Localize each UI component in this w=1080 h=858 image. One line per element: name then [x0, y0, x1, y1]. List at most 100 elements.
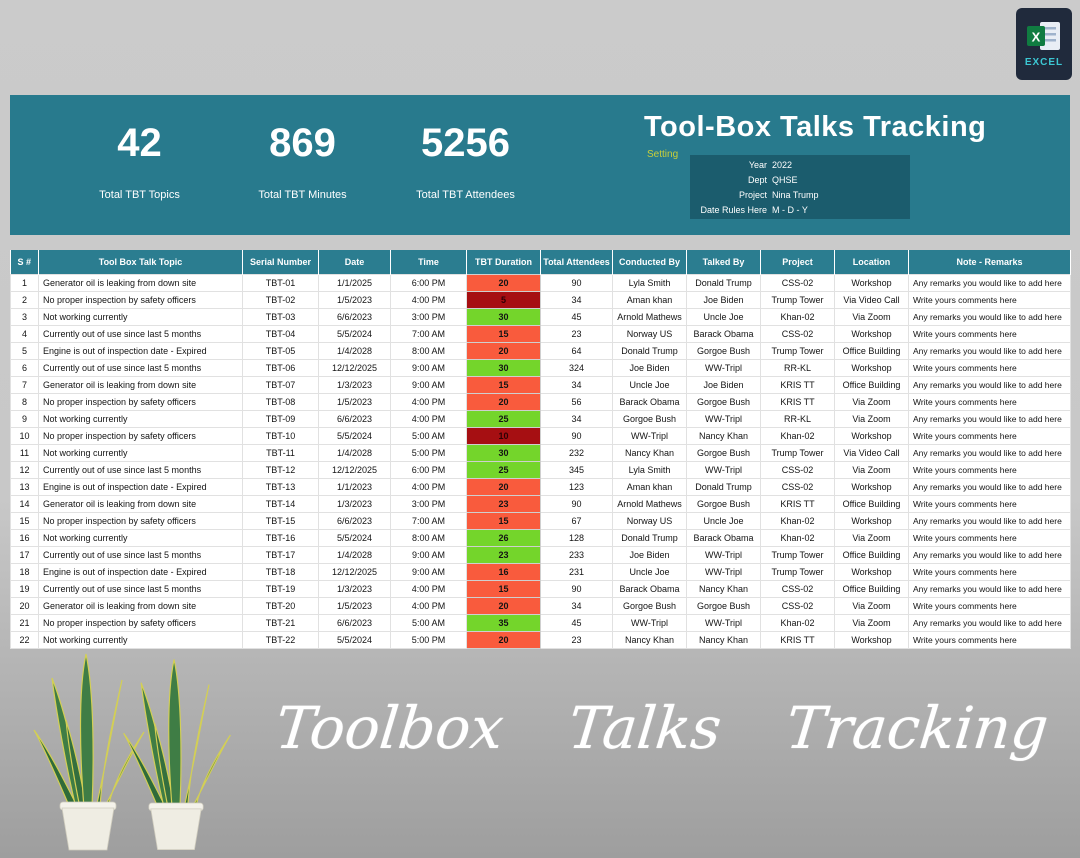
cell-topic[interactable]: Engine is out of inspection date - Expir… [38, 341, 243, 360]
cell-conducted[interactable]: Nancy Khan [612, 630, 687, 649]
cell-date[interactable]: 12/12/2025 [318, 460, 391, 479]
cell-duration[interactable]: 26 [466, 528, 541, 547]
cell-attendees[interactable]: 128 [540, 528, 613, 547]
column-header-duration[interactable]: TBT Duration [466, 250, 541, 274]
cell-project[interactable]: KRIS TT [760, 392, 835, 411]
cell-talked[interactable]: Nancy Khan [686, 579, 761, 598]
cell-serial[interactable]: TBT-10 [242, 426, 319, 445]
cell-serial[interactable]: TBT-01 [242, 273, 319, 292]
cell-serial[interactable]: TBT-18 [242, 562, 319, 581]
cell-topic[interactable]: No proper inspection by safety officers [38, 290, 243, 309]
cell-location[interactable]: Workshop [834, 273, 909, 292]
cell-topic[interactable]: Generator oil is leaking from down site [38, 494, 243, 513]
cell-date[interactable]: 5/5/2024 [318, 630, 391, 649]
cell-conducted[interactable]: Donald Trump [612, 528, 687, 547]
cell-project[interactable]: Trump Tower [760, 443, 835, 462]
cell-time[interactable]: 6:00 PM [390, 460, 467, 479]
cell-time[interactable]: 3:00 PM [390, 494, 467, 513]
cell-time[interactable]: 4:00 PM [390, 596, 467, 615]
column-header-topic[interactable]: Tool Box Talk Topic [38, 250, 243, 274]
cell-s[interactable]: 21 [10, 613, 39, 632]
cell-date[interactable]: 1/3/2023 [318, 579, 391, 598]
cell-conducted[interactable]: Donald Trump [612, 341, 687, 360]
cell-conducted[interactable]: Nancy Khan [612, 443, 687, 462]
cell-note[interactable]: Any remarks you would like to add here [908, 409, 1071, 428]
cell-serial[interactable]: TBT-19 [242, 579, 319, 598]
cell-location[interactable]: Via Zoom [834, 613, 909, 632]
cell-topic[interactable]: No proper inspection by safety officers [38, 392, 243, 411]
cell-s[interactable]: 15 [10, 511, 39, 530]
cell-topic[interactable]: No proper inspection by safety officers [38, 426, 243, 445]
cell-location[interactable]: Office Building [834, 545, 909, 564]
cell-note[interactable]: Any remarks you would like to add here [908, 307, 1071, 326]
cell-conducted[interactable]: Barack Obama [612, 392, 687, 411]
cell-conducted[interactable]: Joe Biden [612, 545, 687, 564]
cell-location[interactable]: Via Video Call [834, 443, 909, 462]
cell-note[interactable]: Write yours comments here [908, 460, 1071, 479]
cell-duration[interactable]: 5 [466, 290, 541, 309]
cell-attendees[interactable]: 90 [540, 579, 613, 598]
cell-conducted[interactable]: Gorgoe Bush [612, 409, 687, 428]
cell-note[interactable]: Any remarks you would like to add here [908, 511, 1071, 530]
cell-date[interactable]: 6/6/2023 [318, 613, 391, 632]
cell-date[interactable]: 6/6/2023 [318, 307, 391, 326]
cell-duration[interactable]: 15 [466, 511, 541, 530]
cell-talked[interactable]: Gorgoe Bush [686, 341, 761, 360]
cell-s[interactable]: 2 [10, 290, 39, 309]
cell-topic[interactable]: Generator oil is leaking from down site [38, 273, 243, 292]
cell-conducted[interactable]: Aman khan [612, 290, 687, 309]
cell-project[interactable]: Khan-02 [760, 511, 835, 530]
cell-note[interactable]: Write yours comments here [908, 426, 1071, 445]
cell-project[interactable]: KRIS TT [760, 494, 835, 513]
cell-duration[interactable]: 30 [466, 358, 541, 377]
cell-project[interactable]: RR-KL [760, 409, 835, 428]
cell-conducted[interactable]: Aman khan [612, 477, 687, 496]
cell-date[interactable]: 1/1/2025 [318, 273, 391, 292]
cell-project[interactable]: Khan-02 [760, 528, 835, 547]
cell-time[interactable]: 5:00 AM [390, 426, 467, 445]
cell-location[interactable]: Workshop [834, 511, 909, 530]
cell-talked[interactable]: Barack Obama [686, 528, 761, 547]
cell-topic[interactable]: Not working currently [38, 630, 243, 649]
cell-s[interactable]: 4 [10, 324, 39, 343]
cell-duration[interactable]: 10 [466, 426, 541, 445]
cell-topic[interactable]: Engine is out of inspection date - Expir… [38, 562, 243, 581]
cell-time[interactable]: 9:00 AM [390, 545, 467, 564]
cell-note[interactable]: Any remarks you would like to add here [908, 273, 1071, 292]
cell-time[interactable]: 7:00 AM [390, 511, 467, 530]
cell-location[interactable]: Workshop [834, 630, 909, 649]
cell-project[interactable]: CSS-02 [760, 596, 835, 615]
cell-topic[interactable]: Currently out of use since last 5 months [38, 545, 243, 564]
column-header-s[interactable]: S # [10, 250, 39, 274]
cell-duration[interactable]: 20 [466, 273, 541, 292]
cell-topic[interactable]: No proper inspection by safety officers [38, 613, 243, 632]
cell-duration[interactable]: 23 [466, 545, 541, 564]
cell-location[interactable]: Via Zoom [834, 307, 909, 326]
column-header-attendees[interactable]: Total Attendees [540, 250, 613, 274]
cell-talked[interactable]: WW-Tripl [686, 545, 761, 564]
cell-location[interactable]: Office Building [834, 341, 909, 360]
cell-time[interactable]: 4:00 PM [390, 409, 467, 428]
cell-conducted[interactable]: Uncle Joe [612, 562, 687, 581]
cell-topic[interactable]: Engine is out of inspection date - Expir… [38, 477, 243, 496]
cell-date[interactable]: 1/4/2028 [318, 443, 391, 462]
cell-project[interactable]: Khan-02 [760, 307, 835, 326]
cell-talked[interactable]: Uncle Joe [686, 511, 761, 530]
column-header-conducted[interactable]: Conducted By [612, 250, 687, 274]
cell-talked[interactable]: Joe Biden [686, 375, 761, 394]
cell-duration[interactable]: 15 [466, 375, 541, 394]
cell-date[interactable]: 12/12/2025 [318, 562, 391, 581]
cell-s[interactable]: 10 [10, 426, 39, 445]
cell-duration[interactable]: 20 [466, 596, 541, 615]
cell-serial[interactable]: TBT-07 [242, 375, 319, 394]
cell-location[interactable]: Workshop [834, 358, 909, 377]
cell-project[interactable]: Trump Tower [760, 341, 835, 360]
cell-topic[interactable]: Currently out of use since last 5 months [38, 460, 243, 479]
cell-note[interactable]: Any remarks you would like to add here [908, 477, 1071, 496]
cell-conducted[interactable]: Gorgoe Bush [612, 596, 687, 615]
cell-talked[interactable]: Uncle Joe [686, 307, 761, 326]
cell-project[interactable]: CSS-02 [760, 273, 835, 292]
cell-duration[interactable]: 30 [466, 307, 541, 326]
cell-attendees[interactable]: 34 [540, 409, 613, 428]
cell-talked[interactable]: Nancy Khan [686, 630, 761, 649]
